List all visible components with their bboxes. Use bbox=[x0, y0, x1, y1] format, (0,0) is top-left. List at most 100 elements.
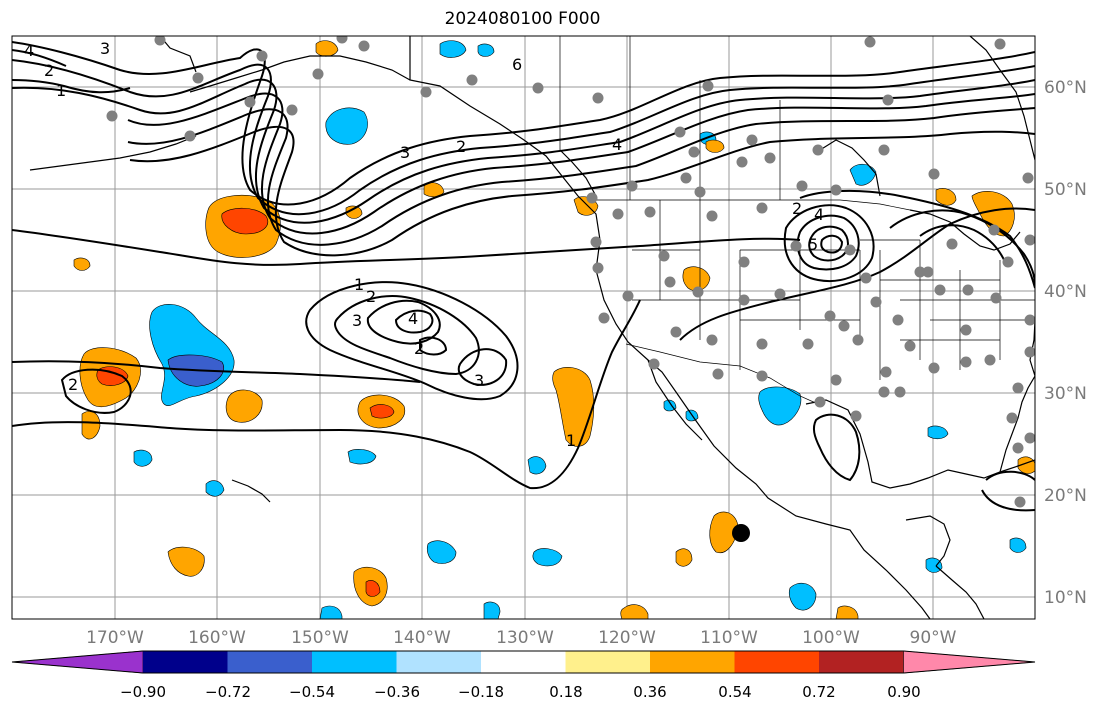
contour-central-us-closed-2 bbox=[796, 214, 860, 271]
colorbar-tick-label: 0.18 bbox=[549, 683, 582, 701]
colorbar-segment bbox=[143, 651, 228, 673]
station-dot bbox=[746, 134, 758, 146]
contour-pacific-low-1 bbox=[305, 281, 519, 401]
station-dot bbox=[774, 288, 786, 300]
station-dot bbox=[824, 310, 836, 322]
station-dot bbox=[852, 334, 864, 346]
colorbar-segment bbox=[819, 651, 904, 673]
map-title: 2024080100 F000 bbox=[444, 9, 601, 29]
contour-label: 4 bbox=[814, 205, 824, 224]
station-dot bbox=[864, 36, 876, 48]
station-dot bbox=[830, 184, 842, 196]
coastlines bbox=[29, 36, 1035, 619]
station-dot bbox=[1014, 496, 1026, 508]
lon-label: 90°W bbox=[910, 628, 957, 648]
contour-subtropical-2 bbox=[12, 299, 641, 490]
station-dot bbox=[736, 156, 748, 168]
station-dot bbox=[880, 366, 892, 378]
contour-jet-outer bbox=[129, 125, 1035, 257]
station-dot bbox=[106, 110, 118, 122]
station-dot bbox=[702, 80, 714, 92]
blob-orange-mid1 bbox=[225, 389, 263, 423]
blob-red-mid2 bbox=[369, 404, 395, 419]
contour-label: 4 bbox=[408, 309, 418, 328]
state-lines-east bbox=[860, 239, 1035, 380]
station-dot bbox=[928, 362, 940, 374]
contour-pacific-low-2 bbox=[334, 295, 480, 376]
blob-blue-s11 bbox=[927, 425, 949, 440]
station-dot bbox=[598, 312, 610, 324]
contour-central-broad bbox=[679, 207, 1035, 341]
contour-west-closed bbox=[12, 229, 801, 266]
station-dot bbox=[1024, 346, 1035, 358]
station-dot bbox=[154, 36, 166, 46]
colorbar-tick-label: −0.36 bbox=[374, 683, 420, 701]
station-dot bbox=[756, 370, 768, 382]
coast-ne-canada bbox=[969, 36, 1035, 161]
contour-label: 2 bbox=[68, 375, 78, 394]
colorbar-segment bbox=[396, 651, 482, 673]
contour-jet-4 bbox=[127, 92, 1035, 235]
station-dot bbox=[592, 262, 604, 274]
station-dot bbox=[790, 240, 802, 252]
lat-label: 50°N bbox=[1044, 180, 1087, 200]
contour-pacific-sub-3 bbox=[457, 348, 508, 386]
colorbar-tick-label: −0.18 bbox=[458, 683, 504, 701]
contour-west-loop-2 bbox=[60, 368, 132, 414]
graticule bbox=[12, 36, 1035, 619]
colorbar-tick-label: −0.54 bbox=[289, 683, 335, 701]
contour-ne-loop-2 bbox=[919, 224, 1007, 265]
lat-label: 40°N bbox=[1044, 282, 1087, 302]
contour-central-us-closed-4 bbox=[820, 234, 844, 254]
lon-label: 130°W bbox=[496, 628, 554, 648]
contour-central-us-closed-3 bbox=[808, 225, 849, 262]
lat-label: 30°N bbox=[1044, 384, 1087, 404]
station-dot bbox=[756, 338, 768, 350]
station-dot bbox=[592, 92, 604, 104]
colorbar-extend-high bbox=[903, 650, 1036, 674]
colorbar bbox=[11, 650, 1036, 674]
station-dot bbox=[286, 104, 298, 116]
contour-label: 3 bbox=[474, 371, 484, 390]
map-frame bbox=[11, 35, 1036, 620]
contour-label: 5 bbox=[808, 235, 818, 254]
station-dot bbox=[764, 152, 776, 164]
contour-label: 3 bbox=[352, 311, 362, 330]
lat-label: 20°N bbox=[1044, 486, 1087, 506]
contour-label: 3 bbox=[100, 39, 110, 58]
colorbar-tick-label: 0.54 bbox=[718, 683, 751, 701]
blob-orange-s2 bbox=[709, 511, 739, 554]
contour-central-us-closed-1 bbox=[783, 204, 875, 282]
coast-hawaii bbox=[231, 479, 271, 503]
contour-label: 3 bbox=[400, 143, 410, 162]
station-dot bbox=[796, 180, 808, 192]
contour-jet-5 bbox=[127, 107, 1035, 246]
lat-label: 60°N bbox=[1044, 78, 1087, 98]
contour-pacific-low-4 bbox=[394, 309, 434, 334]
anomaly-shading bbox=[73, 40, 1035, 619]
coast-yucatan bbox=[905, 515, 951, 567]
longitude-axis: 170°W 160°W 150°W 140°W 130°W 120°W 110°… bbox=[86, 628, 957, 648]
contour-se-loop-2 bbox=[981, 489, 1035, 512]
colorbar-tick-label: 0.90 bbox=[887, 683, 920, 701]
blob-orange-east bbox=[935, 188, 957, 206]
station-dot bbox=[466, 74, 478, 86]
contour-se-loop bbox=[985, 470, 1035, 481]
colorbar-segment bbox=[650, 651, 735, 673]
station-dot bbox=[692, 286, 704, 298]
blob-blue-alaska bbox=[325, 107, 368, 145]
station-dot bbox=[626, 180, 638, 192]
station-dot bbox=[960, 356, 972, 368]
station-dot bbox=[994, 38, 1006, 50]
colorbar-outline bbox=[11, 650, 1036, 674]
contour-label: 2 bbox=[792, 199, 802, 218]
coast-hudson bbox=[819, 139, 881, 197]
contour-pacific-low-3 bbox=[366, 299, 441, 345]
coast-central-america bbox=[935, 565, 985, 619]
contour-gulf-loop bbox=[812, 413, 861, 482]
canada-provinces bbox=[559, 36, 781, 200]
lon-label: 150°W bbox=[291, 628, 349, 648]
station-dot bbox=[802, 338, 814, 350]
lon-label: 140°W bbox=[393, 628, 451, 648]
blob-orange-sw2 bbox=[167, 546, 205, 577]
